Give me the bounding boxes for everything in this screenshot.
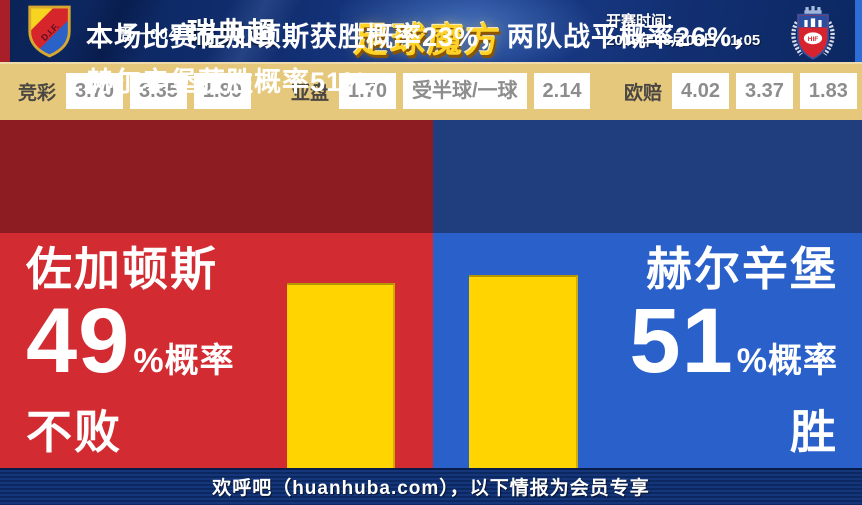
home-panel-text: 佐加顿斯 49 %概率 不败	[26, 242, 235, 458]
odds-label-euro-odds: 欧赔	[624, 82, 663, 104]
summary-text: 本场比赛佐加顿斯获胜概率23%，两队战平概率26%，赫尔辛堡获胜概率51%。	[86, 22, 761, 97]
odds-group-asian-handicap: 亚盘 1.70 受半球/一球 2.14	[291, 62, 591, 120]
away-probability-unit: %概率	[736, 342, 838, 380]
odds-group-euro-odds: 欧赔 4.02 3.37 1.83	[624, 62, 857, 120]
kickoff-label: 开赛时间：	[606, 13, 682, 30]
away-team-name: 赫尔辛堡	[646, 243, 838, 295]
odds-value-ah-home: 1.70	[339, 73, 396, 109]
odds-value-ah-away: 2.14	[533, 73, 591, 109]
home-probability-value: 49	[26, 290, 131, 392]
odds-value-jc-draw: 3.35	[129, 73, 187, 109]
home-team-name: 佐加顿斯	[26, 243, 218, 295]
odds-value-eu-draw: 3.37	[735, 73, 793, 109]
match-code: 周一004	[118, 25, 179, 43]
home-team-crest-icon: D.I.F.	[26, 4, 73, 64]
odds-label-asian-handicap: 亚盘	[291, 82, 330, 104]
footer-text: 欢呼吧（huanhuba.com），以下情报为会员专享	[212, 478, 650, 499]
summary-band	[0, 120, 862, 233]
away-team-crest-icon: HIF	[786, 6, 840, 67]
away-outcome: 胜	[790, 406, 838, 458]
home-outcome: 不败	[26, 406, 122, 458]
away-probability: 51 %概率	[629, 290, 838, 406]
topbar-left-accent	[0, 0, 10, 62]
odds-label-sports-lottery: 竞彩	[18, 82, 57, 104]
odds-value-ah-line: 受半球/一球	[402, 73, 527, 109]
odds-value-jc-lose: 1.80	[193, 73, 251, 109]
svg-text:HIF: HIF	[808, 36, 818, 43]
probability-bar-away	[469, 275, 578, 468]
odds-value-jc-win: 3.70	[66, 73, 123, 109]
kickoff-time: 开赛时间： 2013年08月06日 01:05	[606, 12, 760, 50]
away-probability-value: 51	[629, 290, 734, 392]
match-info: 周一004 瑞典超	[118, 0, 277, 62]
home-probability-unit: %概率	[133, 342, 235, 380]
odds-value-eu-lose: 1.83	[799, 73, 857, 109]
odds-group-sports-lottery: 竞彩 3.70 3.35 1.80	[18, 62, 251, 120]
footer-bar: 欢呼吧（huanhuba.com），以下情报为会员专享	[0, 468, 862, 505]
topbar-right-accent	[855, 0, 862, 62]
probability-bar-home	[287, 283, 395, 468]
odds-row: 竞彩 3.70 3.35 1.80 亚盘 1.70 受半球/一球 2.14 欧赔…	[0, 62, 862, 120]
away-panel-text: 赫尔辛堡 51 %概率 胜	[629, 242, 838, 458]
league-name: 瑞典超	[187, 17, 278, 48]
kickoff-datetime: 2013年08月06日 01:05	[606, 32, 761, 49]
odds-value-eu-win: 4.02	[672, 73, 729, 109]
home-probability: 49 %概率	[26, 290, 235, 406]
summary-band-red-half	[0, 120, 433, 233]
summary-band-blue-half	[433, 120, 862, 233]
